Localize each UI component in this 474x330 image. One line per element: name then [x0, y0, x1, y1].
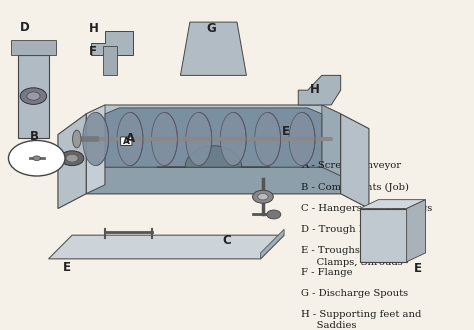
Polygon shape: [103, 46, 117, 75]
Text: G - Discharge Spouts: G - Discharge Spouts: [301, 289, 408, 298]
Text: E: E: [282, 124, 290, 138]
Ellipse shape: [220, 113, 246, 166]
Text: E: E: [63, 261, 71, 274]
Ellipse shape: [255, 113, 281, 166]
Polygon shape: [359, 200, 426, 209]
Text: E: E: [414, 262, 422, 275]
Circle shape: [258, 193, 268, 200]
Polygon shape: [322, 105, 341, 176]
Polygon shape: [18, 55, 48, 138]
Ellipse shape: [289, 113, 315, 166]
Text: F: F: [89, 45, 97, 58]
FancyBboxPatch shape: [120, 137, 132, 146]
Ellipse shape: [82, 113, 109, 166]
Circle shape: [33, 156, 40, 161]
Ellipse shape: [186, 113, 212, 166]
Text: B: B: [30, 130, 39, 144]
Text: A - Screw Conveyor: A - Screw Conveyor: [301, 161, 401, 170]
Polygon shape: [91, 31, 133, 55]
Polygon shape: [48, 235, 284, 259]
Polygon shape: [86, 105, 105, 194]
Polygon shape: [407, 200, 426, 262]
Text: G: G: [206, 22, 216, 35]
Polygon shape: [261, 229, 284, 259]
Circle shape: [20, 88, 46, 104]
Polygon shape: [157, 146, 270, 167]
Circle shape: [27, 92, 40, 100]
Circle shape: [66, 154, 78, 162]
Polygon shape: [341, 114, 369, 209]
Text: A: A: [126, 132, 136, 145]
Text: B - Components (Job): B - Components (Job): [301, 182, 409, 192]
Text: F - Flange: F - Flange: [301, 268, 352, 277]
Text: H - Supporting feet and
     Saddies: H - Supporting feet and Saddies: [301, 310, 421, 330]
Text: D: D: [20, 21, 30, 34]
Polygon shape: [298, 75, 341, 105]
Text: D - Trough Ends: D - Trough Ends: [301, 225, 383, 234]
Text: E - Troughs, Covers,
     Clamps, Shrouds: E - Troughs, Covers, Clamps, Shrouds: [301, 247, 404, 267]
Polygon shape: [86, 105, 341, 194]
Text: C: C: [223, 234, 232, 247]
Polygon shape: [181, 22, 246, 75]
Polygon shape: [359, 209, 407, 262]
Circle shape: [267, 210, 281, 219]
Polygon shape: [11, 40, 55, 55]
Text: H: H: [310, 83, 320, 96]
Text: C - Hangers and Bearings: C - Hangers and Bearings: [301, 204, 432, 213]
Text: A: A: [123, 137, 130, 146]
Polygon shape: [86, 167, 341, 194]
Polygon shape: [58, 114, 86, 209]
Text: H: H: [89, 22, 99, 35]
Circle shape: [253, 190, 273, 203]
Circle shape: [60, 151, 84, 166]
Ellipse shape: [117, 113, 143, 166]
Circle shape: [9, 141, 65, 176]
Ellipse shape: [73, 130, 81, 148]
Polygon shape: [105, 108, 322, 167]
Ellipse shape: [152, 113, 177, 166]
